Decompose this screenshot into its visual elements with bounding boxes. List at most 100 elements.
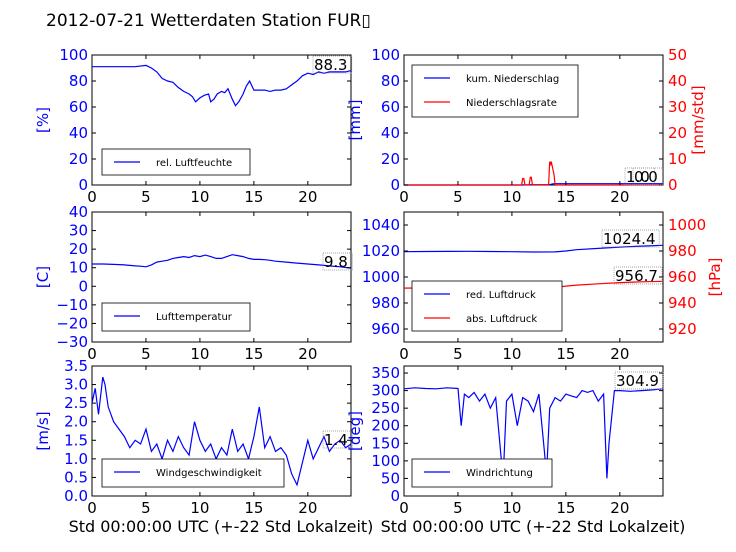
annotation-box xyxy=(322,252,353,271)
value-annotation: 1.4 xyxy=(324,431,348,449)
y-tick-label: 1000 xyxy=(362,268,400,286)
y-axis-label-right: [mm/std] xyxy=(689,85,707,154)
y-tick-label: 0.5 xyxy=(64,468,88,486)
y-tick-label: 100 xyxy=(371,46,400,64)
y-tick-label: 60 xyxy=(381,98,400,116)
series-line-pressure-0 xyxy=(403,244,664,253)
legend-label: abs. Luftdruck xyxy=(466,314,537,325)
y-tick-label: 3.5 xyxy=(64,357,88,375)
x-tick-label: 20 xyxy=(610,499,629,517)
y-tick-label: 80 xyxy=(381,72,400,90)
legend-label: red. Luftdruck xyxy=(466,290,536,301)
y-tick-label: 980 xyxy=(371,294,400,312)
legend: rel. Luftfeuchte xyxy=(101,148,251,176)
x-tick-label: 20 xyxy=(298,345,317,363)
x-tick-label: 15 xyxy=(556,499,575,517)
y-axis-label: [deg] xyxy=(346,411,364,451)
x-tick-label: 15 xyxy=(556,345,575,363)
x-tick-label: 20 xyxy=(298,188,317,206)
legend: red. Luftdruck abs. Luftdruck xyxy=(411,280,563,332)
y-tick-label: 0 xyxy=(390,487,400,505)
panel-wind: 0 5 10 15 20 0.00.51.01.52.02.53.03.5 [m/s] Win… xyxy=(34,357,353,517)
y-tick-label: 2.5 xyxy=(64,394,88,412)
x-tick-label: 10 xyxy=(190,345,209,363)
y-tick-label: 40 xyxy=(381,124,400,142)
y-tick-label: 20 xyxy=(69,240,88,258)
legend-box xyxy=(411,64,579,118)
x-axis-label-right: Std 00:00:00 UTC (+-22 Std Lokalzeit) xyxy=(381,517,686,536)
legend: Windgeschwindigkeit xyxy=(101,458,285,488)
figure-title: 2012-07-21 Wetterdaten Station FUR▯ xyxy=(46,11,371,31)
x-tick-label: 15 xyxy=(244,345,263,363)
legend: Windrichtung xyxy=(411,458,553,488)
legend-box xyxy=(411,280,563,332)
y-tick-label: 40 xyxy=(69,124,88,142)
panel-pressure: 0 5 10 15 20 960 980 1000 1020 1040 920 940 960 980 10… xyxy=(362,211,724,363)
y-tick-label: 10 xyxy=(69,259,88,277)
y-tick-label: 0 xyxy=(78,277,88,295)
legend-label: Windrichtung xyxy=(466,468,533,479)
x-tick-label: 20 xyxy=(298,499,317,517)
y-tick-label: 2.0 xyxy=(64,413,88,431)
y-tick-label: 20 xyxy=(69,150,88,168)
value-annotation: 9.8 xyxy=(324,253,348,271)
x-tick-label: 10 xyxy=(190,188,209,206)
value-annotation: 1.0 xyxy=(626,168,650,186)
y-tick-label-right: 920 xyxy=(668,320,697,338)
value-annotation: 956.7 xyxy=(615,267,658,285)
x-tick-label: 0 xyxy=(399,345,409,363)
x-tick-label: 5 xyxy=(453,188,463,206)
y-tick-label: 100 xyxy=(59,46,88,64)
y-tick-label: 1040 xyxy=(362,216,400,234)
value-annotation: 88.3 xyxy=(314,56,347,74)
x-tick-label: 0 xyxy=(87,188,97,206)
y-tick-label: 40 xyxy=(69,203,88,221)
y-tick-label: −30 xyxy=(56,333,88,351)
x-tick-label: 10 xyxy=(502,345,521,363)
y-tick-label: 100 xyxy=(371,452,400,470)
y-tick-label: 200 xyxy=(371,417,400,435)
y-tick-label-right: 20 xyxy=(668,124,687,142)
legend-label: Niederschlagsrate xyxy=(466,98,557,109)
y-tick-label-right: 30 xyxy=(668,98,687,116)
panel-winddir: 0 5 10 15 20050100150200250300350[deg]Windri… xyxy=(346,364,664,517)
x-tick-label: 10 xyxy=(502,499,521,517)
x-tick-label: 0 xyxy=(399,499,409,517)
y-tick-label: 20 xyxy=(381,150,400,168)
y-tick-label: 300 xyxy=(371,382,400,400)
y-tick-label: 0.0 xyxy=(64,487,88,505)
series-line-winddir-0 xyxy=(403,387,664,479)
y-tick-label-right: 50 xyxy=(668,46,687,64)
x-tick-label: 5 xyxy=(453,345,463,363)
y-tick-label-right: 40 xyxy=(668,72,687,90)
legend-label: kum. Niederschlag xyxy=(466,74,559,85)
panel-humidity: 0 5 10 15 20 0 20 40 60 80 100 [%] rel. Luftfeuchte 8… xyxy=(34,46,353,206)
value-annotation: 1024.4 xyxy=(603,230,656,248)
panel-precip: 0 5 10 15 20 0 20 40 60 80 100 0 10 20 30 40 50 [mm] [mm/s… xyxy=(346,46,707,206)
value-annotation: 0.0 xyxy=(634,168,658,186)
y-tick-label: 0 xyxy=(78,176,88,194)
y-tick-label: 1.5 xyxy=(64,431,88,449)
y-tick-label: 80 xyxy=(69,72,88,90)
y-tick-label-right: 960 xyxy=(668,268,697,286)
y-axis-label: [m/s] xyxy=(34,411,52,450)
x-axis-label-left: Std 00:00:00 UTC (+-22 Std Lokalzeit) xyxy=(69,517,374,536)
legend: kum. Niederschlag Niederschlagsrate xyxy=(411,64,579,118)
y-tick-label: 60 xyxy=(69,98,88,116)
x-tick-label: 0 xyxy=(87,499,97,517)
x-tick-label: 10 xyxy=(502,188,521,206)
y-tick-label: 3.0 xyxy=(64,376,88,394)
annotation-box xyxy=(613,266,663,285)
x-tick-label: 5 xyxy=(141,188,151,206)
y-tick-label-right: 0 xyxy=(668,176,678,194)
y-axis-label: [C] xyxy=(34,266,52,288)
x-tick-label: 15 xyxy=(556,188,575,206)
legend-box xyxy=(101,458,285,488)
series-line-precip-1 xyxy=(404,161,663,186)
x-tick-label: 0 xyxy=(87,345,97,363)
legend-box xyxy=(101,148,251,176)
y-tick-label: 250 xyxy=(371,399,400,417)
y-tick-label-right: 940 xyxy=(668,294,697,312)
